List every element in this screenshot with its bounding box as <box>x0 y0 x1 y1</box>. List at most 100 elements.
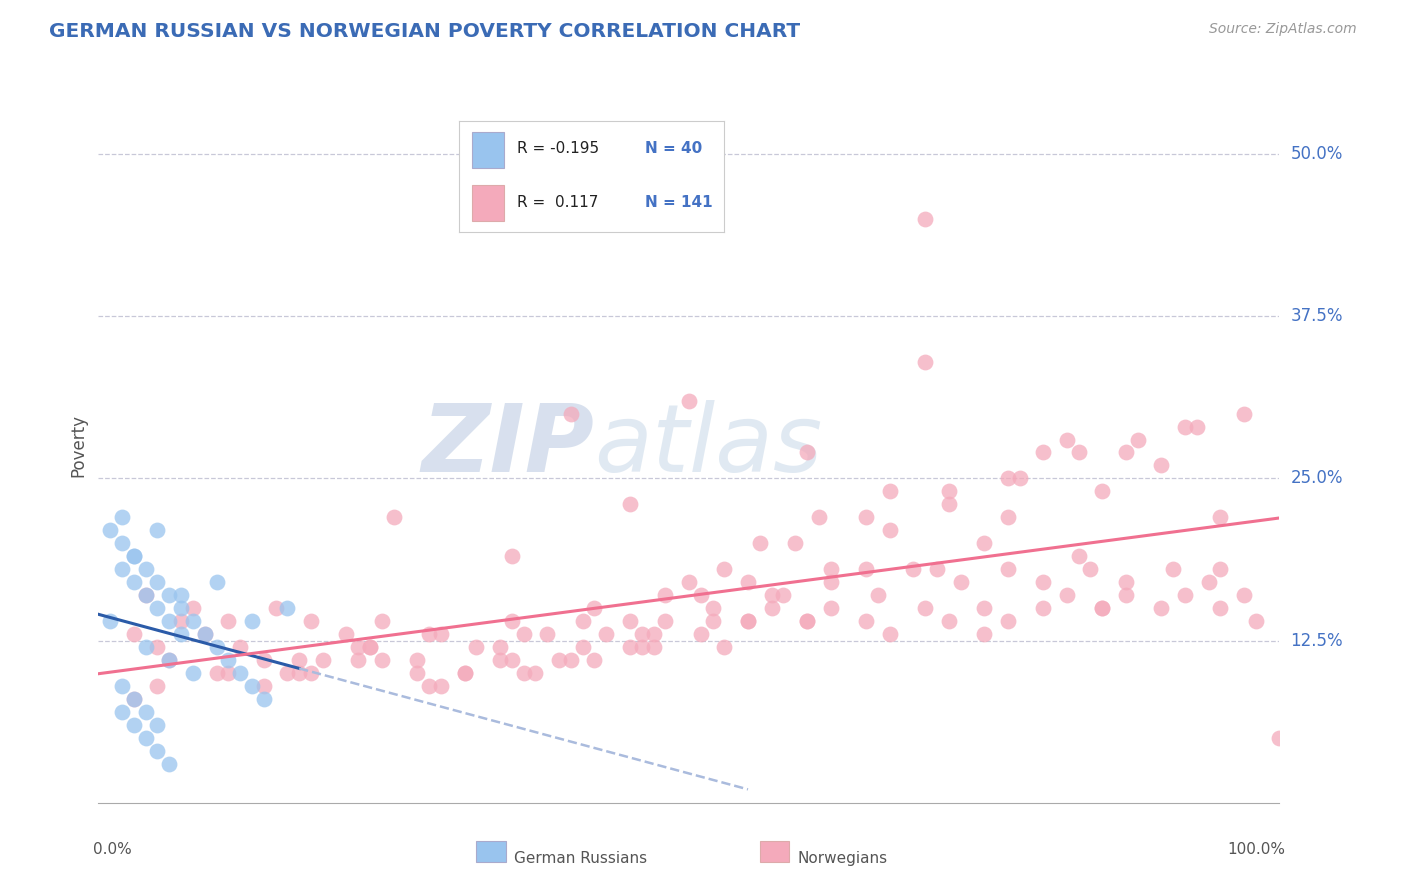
Point <box>973 627 995 641</box>
Point <box>1150 601 1173 615</box>
Point <box>571 640 593 654</box>
Point <box>253 653 276 667</box>
Point <box>1067 549 1090 564</box>
Point <box>122 627 145 641</box>
Point <box>1233 588 1256 602</box>
Point <box>122 692 145 706</box>
Point <box>276 666 298 681</box>
Point <box>181 614 204 628</box>
Point <box>299 614 322 628</box>
Point <box>914 354 936 368</box>
Point <box>997 614 1019 628</box>
Point <box>1008 471 1031 485</box>
Point <box>1032 601 1054 615</box>
Point <box>170 614 193 628</box>
Point <box>785 536 807 550</box>
Point <box>903 562 925 576</box>
Point <box>335 627 357 641</box>
Point <box>135 562 157 576</box>
Point <box>217 614 239 628</box>
Point <box>619 614 641 628</box>
Point <box>737 575 759 590</box>
Point <box>938 497 960 511</box>
Point <box>761 588 783 602</box>
Point <box>583 601 606 615</box>
Point <box>359 640 381 654</box>
Point <box>630 627 652 641</box>
Point <box>253 679 276 693</box>
Point <box>111 679 134 693</box>
Point <box>181 666 204 681</box>
Point <box>689 588 711 602</box>
Text: 0.0%: 0.0% <box>93 842 131 857</box>
Point <box>406 666 429 681</box>
Point <box>973 536 995 550</box>
Point <box>949 575 972 590</box>
Point <box>1174 588 1197 602</box>
Point <box>111 536 134 550</box>
Point <box>1115 445 1137 459</box>
Point <box>1244 614 1267 628</box>
Point <box>359 640 381 654</box>
Point <box>1032 575 1054 590</box>
Point <box>205 575 228 590</box>
Point <box>430 679 453 693</box>
Point <box>560 407 582 421</box>
Point <box>229 666 252 681</box>
Point <box>1056 588 1078 602</box>
Point <box>1126 433 1149 447</box>
Point <box>157 653 180 667</box>
Point <box>1150 458 1173 473</box>
Point <box>157 588 180 602</box>
Point <box>135 640 157 654</box>
Point <box>997 471 1019 485</box>
Point <box>135 705 157 719</box>
Point <box>796 614 818 628</box>
Y-axis label: Poverty: Poverty <box>69 415 87 477</box>
Point <box>997 510 1019 524</box>
Point <box>122 575 145 590</box>
Point <box>560 653 582 667</box>
Point <box>855 562 877 576</box>
Point <box>654 614 676 628</box>
Point <box>122 718 145 732</box>
Point <box>548 653 571 667</box>
Point <box>796 445 818 459</box>
Point <box>643 627 665 641</box>
Point <box>879 524 901 538</box>
Point <box>761 601 783 615</box>
Point <box>489 653 512 667</box>
Point <box>170 601 193 615</box>
Point <box>914 211 936 226</box>
Point <box>122 549 145 564</box>
Point <box>146 524 169 538</box>
Point <box>418 679 440 693</box>
Text: 37.5%: 37.5% <box>1291 307 1343 326</box>
Point <box>1080 562 1102 576</box>
Point <box>146 575 169 590</box>
Point <box>371 614 394 628</box>
Point <box>678 575 700 590</box>
Point <box>855 510 877 524</box>
Point <box>146 679 169 693</box>
Point <box>1115 575 1137 590</box>
Point <box>98 524 121 538</box>
Point <box>347 653 370 667</box>
Point <box>595 627 617 641</box>
Point <box>702 614 724 628</box>
Point <box>1091 601 1114 615</box>
Point <box>702 601 724 615</box>
Point <box>643 640 665 654</box>
Point <box>288 666 311 681</box>
Point <box>501 614 523 628</box>
Point <box>135 588 157 602</box>
Point <box>1209 562 1232 576</box>
Point <box>536 627 558 641</box>
Point <box>489 640 512 654</box>
Point <box>1174 419 1197 434</box>
Point <box>312 653 335 667</box>
Point <box>619 497 641 511</box>
Point <box>465 640 488 654</box>
Point <box>512 627 534 641</box>
Point <box>807 510 830 524</box>
